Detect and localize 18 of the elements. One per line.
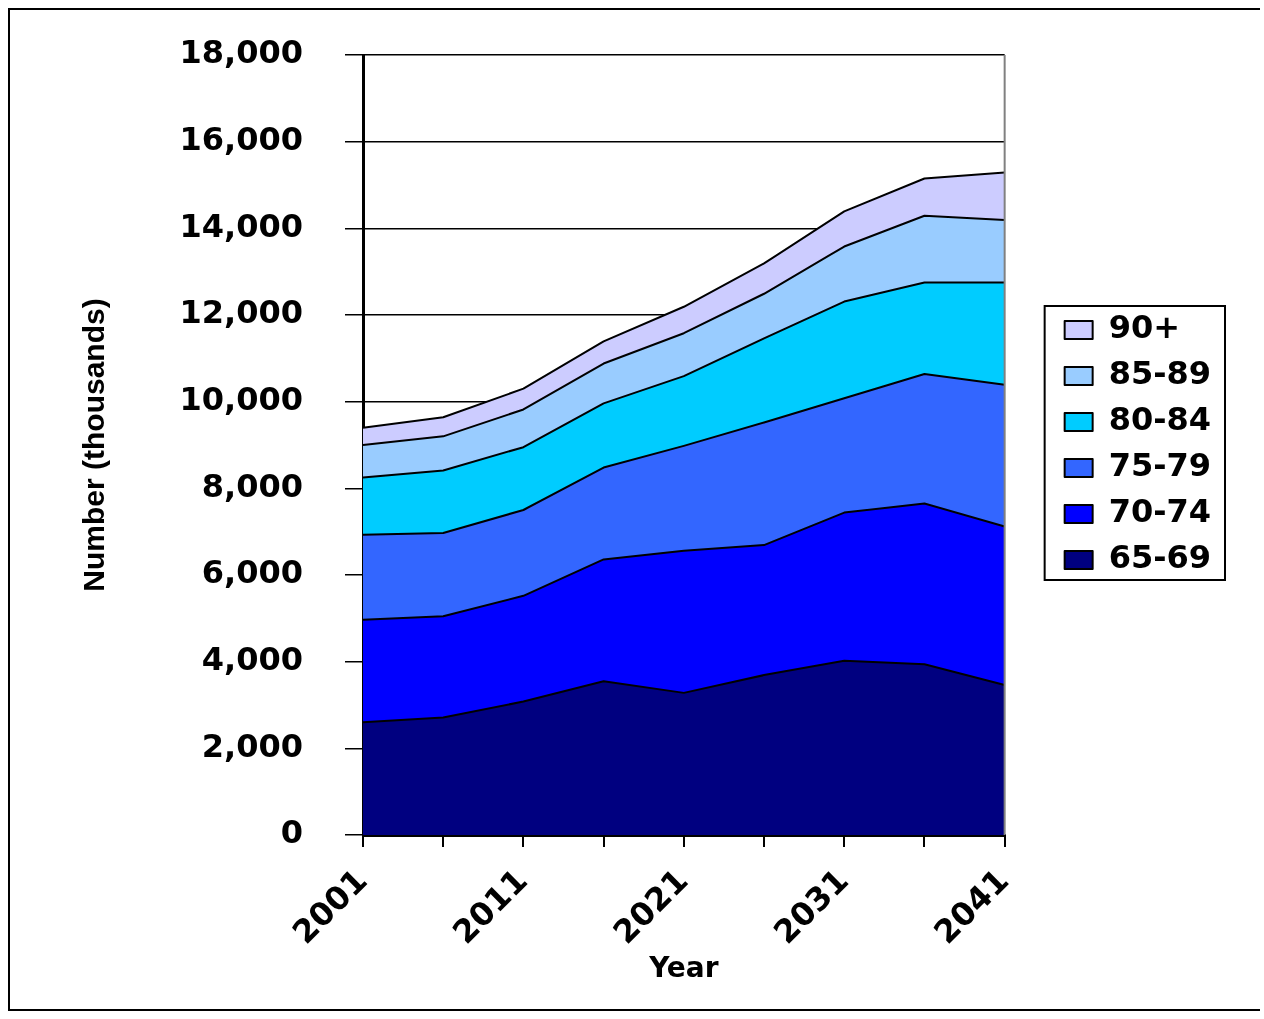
y-tick-label: 6,000 [201,553,303,592]
y-tick-label: 18,000 [179,33,303,72]
legend-label: 90+ [1108,308,1180,347]
y-tick-label: 0 [280,813,303,852]
legend-label: 75-79 [1108,446,1211,485]
y-tick-label: 14,000 [179,206,303,245]
y-tick-label: 8,000 [201,466,303,505]
legend-label: 70-74 [1108,492,1211,531]
y-tick-label: 16,000 [179,119,303,158]
y-tick-label: 12,000 [179,293,303,332]
y-axis-title: Number (thousands) [77,298,111,592]
x-axis-title: Year [648,951,719,985]
y-tick-label: 2,000 [201,726,303,765]
y-tick-label: 10,000 [179,379,303,418]
legend-label: 80-84 [1108,400,1211,439]
legend-label: 65-69 [1108,538,1211,577]
y-tick-label: 4,000 [201,639,303,678]
legend-label: 85-89 [1108,354,1211,393]
